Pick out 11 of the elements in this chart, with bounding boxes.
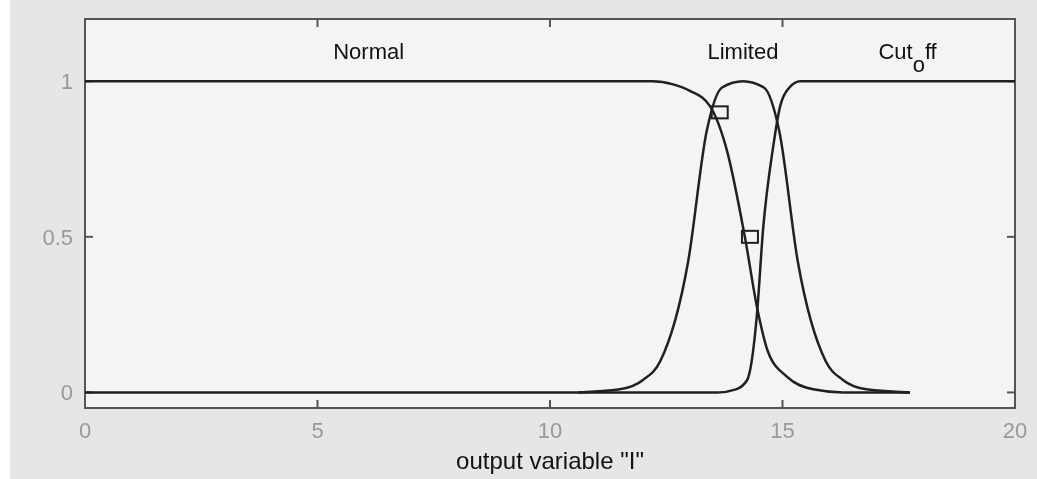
x-tick-label: 10 (537, 418, 563, 443)
y-tick-label: 0 (60, 380, 73, 406)
x-tick-label: 5 (311, 418, 324, 443)
series-label: Normal (333, 39, 405, 64)
x-tick-label: 15 (770, 418, 795, 443)
y-tick-label: 0.5 (42, 224, 73, 250)
x-tick-label: 20 (1002, 418, 1028, 443)
x-tick-label: 0 (78, 418, 92, 443)
series-label: Limited (707, 39, 779, 64)
y-tick-label: 1 (60, 69, 73, 95)
x-axis-title: output variable "I" (456, 447, 644, 474)
